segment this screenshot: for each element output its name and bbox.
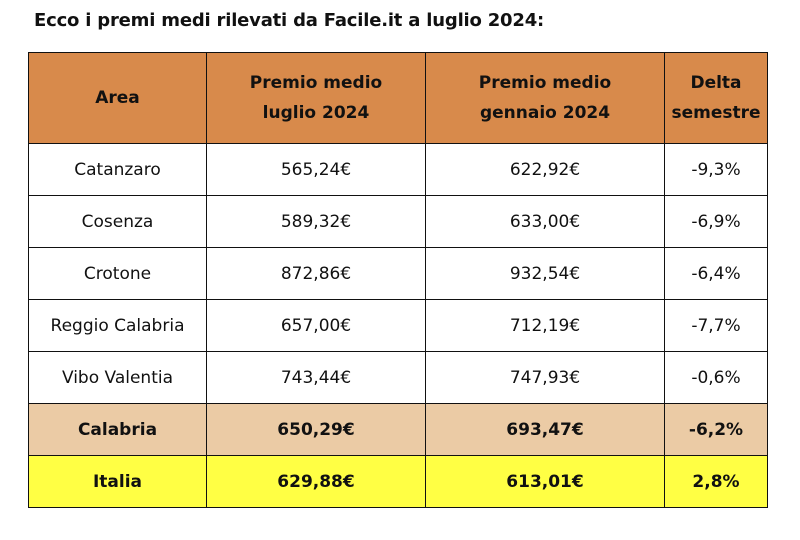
cell-premio-luglio: 650,29€ [206,403,426,456]
cell-delta: -9,3% [664,143,768,196]
header-delta: Delta semestre [664,52,768,144]
cell-premio-gennaio: 633,00€ [425,195,665,248]
cell-delta: -6,2% [664,403,768,456]
cell-area: Italia [28,455,207,508]
cell-premio-luglio: 743,44€ [206,351,426,404]
cell-area: Catanzaro [28,143,207,196]
table-header: Area Premio medio luglio 2024 Premio med… [28,52,768,144]
cell-delta: -7,7% [664,299,768,352]
header-area: Area [28,52,207,144]
table-row: Crotone 872,86€ 932,54€ -6,4% [28,247,768,300]
cell-premio-gennaio: 693,47€ [425,403,665,456]
cell-premio-luglio: 629,88€ [206,455,426,508]
cell-delta: -6,4% [664,247,768,300]
page-title: Ecco i premi medi rilevati da Facile.it … [34,10,545,31]
table-row: Cosenza 589,32€ 633,00€ -6,9% [28,195,768,248]
cell-premio-luglio: 589,32€ [206,195,426,248]
cell-premio-gennaio: 712,19€ [425,299,665,352]
cell-delta: -0,6% [664,351,768,404]
cell-premio-luglio: 872,86€ [206,247,426,300]
cell-area: Cosenza [28,195,207,248]
cell-area: Calabria [28,403,207,456]
table-row: Vibo Valentia 743,44€ 747,93€ -0,6% [28,351,768,404]
cell-area: Reggio Calabria [28,299,207,352]
cell-premio-gennaio: 932,54€ [425,247,665,300]
cell-premio-gennaio: 613,01€ [425,455,665,508]
table-row: Catanzaro 565,24€ 622,92€ -9,3% [28,143,768,196]
cell-premio-gennaio: 747,93€ [425,351,665,404]
cell-premio-gennaio: 622,92€ [425,143,665,196]
italia-row: Italia 629,88€ 613,01€ 2,8% [28,455,768,508]
header-january: Premio medio gennaio 2024 [425,52,665,144]
cell-area: Vibo Valentia [28,351,207,404]
cell-delta: 2,8% [664,455,768,508]
premium-table: Area Premio medio luglio 2024 Premio med… [28,52,768,508]
cell-area: Crotone [28,247,207,300]
table-row: Reggio Calabria 657,00€ 712,19€ -7,7% [28,299,768,352]
cell-delta: -6,9% [664,195,768,248]
cell-premio-luglio: 657,00€ [206,299,426,352]
cell-premio-luglio: 565,24€ [206,143,426,196]
header-july: Premio medio luglio 2024 [206,52,426,144]
calabria-row: Calabria 650,29€ 693,47€ -6,2% [28,403,768,456]
